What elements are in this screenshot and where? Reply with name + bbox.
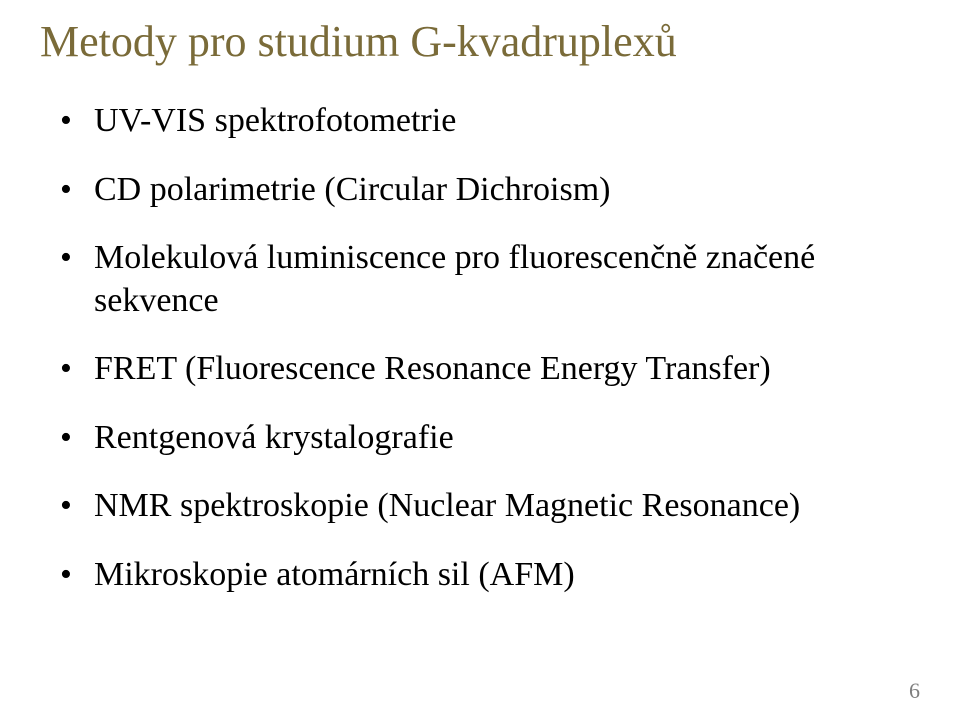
slide-container: Metody pro studium G-kvadruplexů UV-VIS … (0, 0, 960, 720)
page-number: 6 (909, 678, 920, 704)
list-item: FRET (Fluorescence Resonance Energy Tran… (60, 348, 920, 391)
list-item: UV-VIS spektrofotometrie (60, 100, 920, 143)
list-item: Rentgenová krystalografie (60, 417, 920, 460)
list-item: Mikroskopie atomárních sil (AFM) (60, 554, 920, 597)
list-item: Molekulová luminiscence pro fluorescenčn… (60, 237, 920, 322)
bullet-list: UV-VIS spektrofotometrie CD polarimetrie… (40, 100, 920, 596)
slide-title: Metody pro studium G-kvadruplexů (40, 18, 920, 66)
list-item: NMR spektroskopie (Nuclear Magnetic Reso… (60, 485, 920, 528)
list-item: CD polarimetrie (Circular Dichroism) (60, 169, 920, 212)
